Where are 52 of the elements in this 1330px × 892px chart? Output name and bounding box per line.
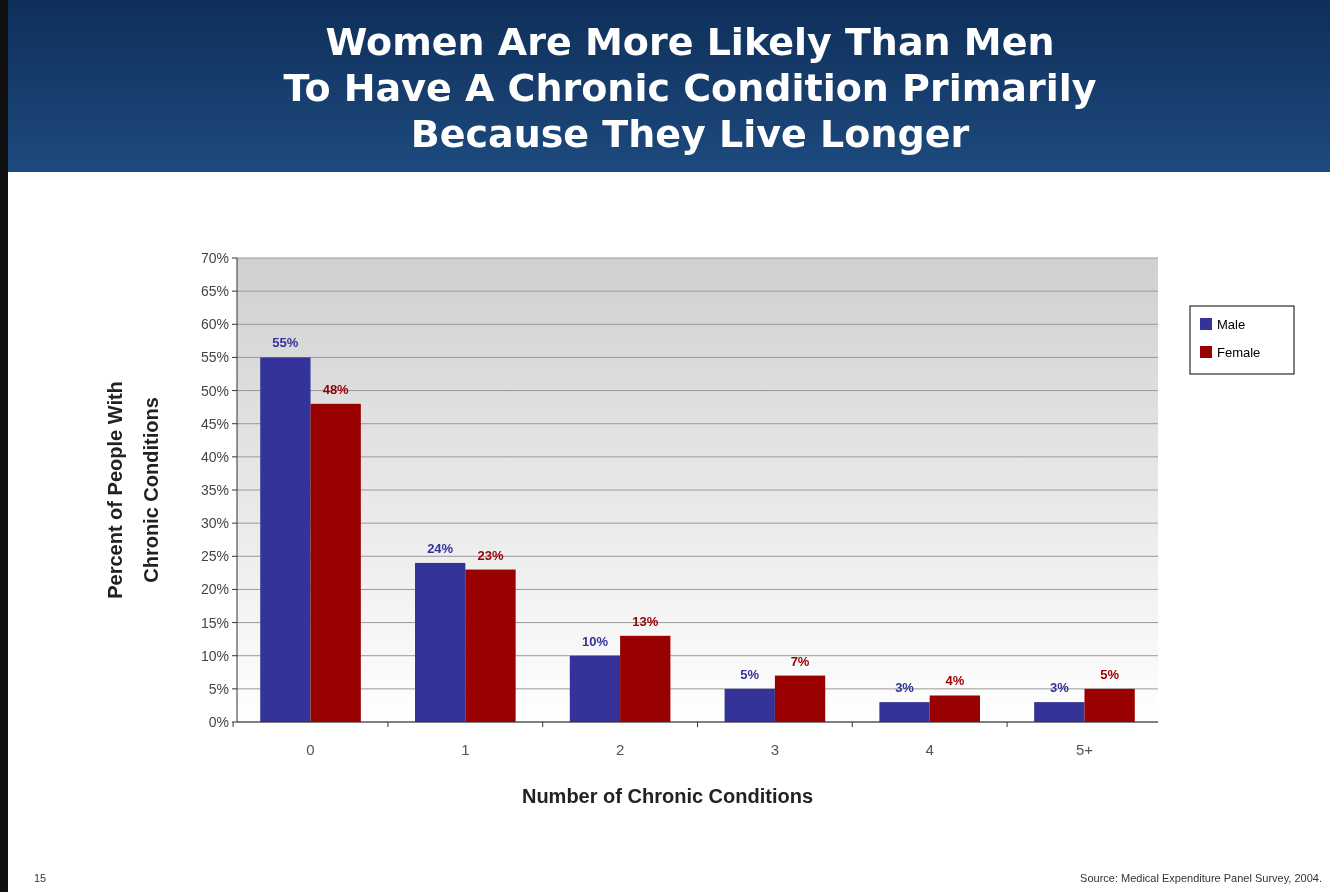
bar: [929, 695, 980, 722]
data-label: 23%: [477, 547, 504, 563]
data-label: 5%: [740, 666, 760, 682]
bar: [724, 688, 775, 722]
chart-title: Women Are More Likely Than Men To Have A Chronic Condition Primarily Because They Live Longer: [283, 20, 1097, 156]
data-label: 3%: [895, 680, 915, 696]
y-tick-label: 25%: [200, 548, 229, 565]
text: 15: [34, 872, 47, 884]
x-axis-title: Number of Chronic Conditions: [521, 785, 814, 807]
legend-label: Female: [1217, 345, 1261, 360]
bar: [310, 403, 361, 722]
y-tick-label: 65%: [200, 283, 229, 300]
y-tick-label: 70%: [200, 250, 229, 266]
data-label: 3%: [1049, 680, 1070, 696]
bar: [465, 569, 516, 722]
data-label: 55%: [272, 335, 299, 351]
y-tick-label: 0%: [208, 714, 229, 730]
x-tick-label: 3: [770, 741, 780, 758]
data-label: 24%: [427, 540, 454, 556]
y-tick-label: 40%: [200, 448, 229, 465]
bar: [1034, 702, 1085, 722]
data-label: 7%: [790, 653, 810, 669]
y-axis-title: Percent of People With Chronic Conditions: [104, 381, 162, 599]
x-tick-label: 4: [925, 741, 934, 758]
bar: [1084, 688, 1135, 722]
x-tick-label: 0: [306, 741, 315, 758]
source-note: Source: Medical Expenditure Panel Survey, 2004.: [1080, 872, 1322, 884]
y-tick-label: 30%: [200, 515, 229, 532]
bar: [620, 635, 671, 722]
bar: [569, 655, 621, 722]
data-label: 48%: [322, 381, 350, 397]
x-tick-label: 1: [461, 741, 470, 758]
legend-label: Male: [1217, 317, 1246, 332]
y-tick-label: 50%: [200, 382, 229, 399]
x-tick-label: 5+: [1075, 741, 1094, 758]
y-tick-label: 55%: [200, 349, 229, 366]
data-label: 5%: [1100, 666, 1120, 682]
data-label: 13%: [632, 613, 659, 629]
x-tick-label: 2: [615, 741, 625, 758]
y-tick-label: 45%: [200, 415, 229, 432]
bar: [260, 357, 311, 722]
bar: [879, 702, 930, 722]
y-tick-label: 60%: [200, 316, 229, 333]
y-tick-label: 15%: [200, 614, 229, 631]
data-label: 10%: [581, 633, 609, 649]
y-tick-label: 20%: [200, 581, 229, 598]
y-tick-label: 35%: [200, 482, 229, 498]
y-tick-label: 10%: [200, 647, 229, 664]
data-label: 4%: [945, 673, 965, 689]
bar: [774, 675, 826, 722]
y-tick-label: 5%: [208, 680, 229, 697]
bar: [415, 562, 466, 722]
